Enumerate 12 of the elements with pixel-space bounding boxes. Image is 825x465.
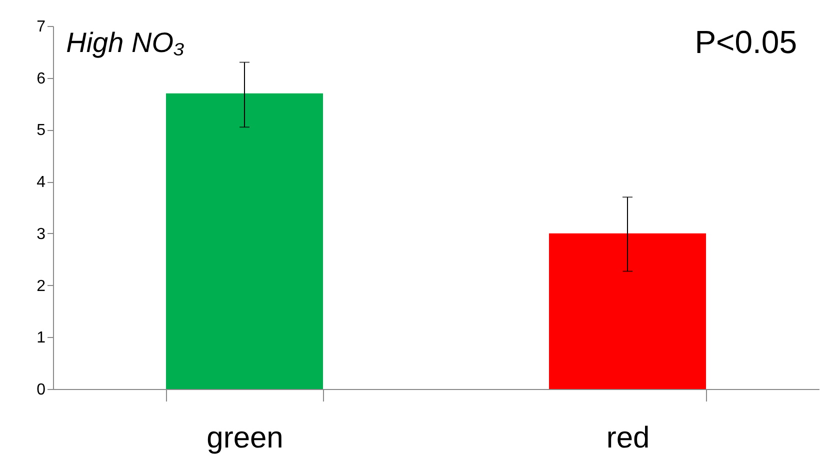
x-tick-label: red: [606, 422, 650, 454]
y-tick-label: 0: [36, 382, 46, 398]
chart-title: High NO₃: [66, 27, 185, 58]
x-tick-label: green: [206, 422, 284, 454]
y-tick-label: 7: [36, 18, 46, 36]
y-tick-label: 3: [36, 226, 46, 243]
y-tick-label: 4: [36, 174, 46, 192]
y-tick-label: 6: [36, 70, 46, 88]
y-tick-label: 2: [36, 278, 46, 295]
y-tick-label: 1: [36, 330, 46, 347]
annotation: P<0.05: [694, 24, 797, 60]
y-tick-label: 5: [36, 122, 46, 140]
